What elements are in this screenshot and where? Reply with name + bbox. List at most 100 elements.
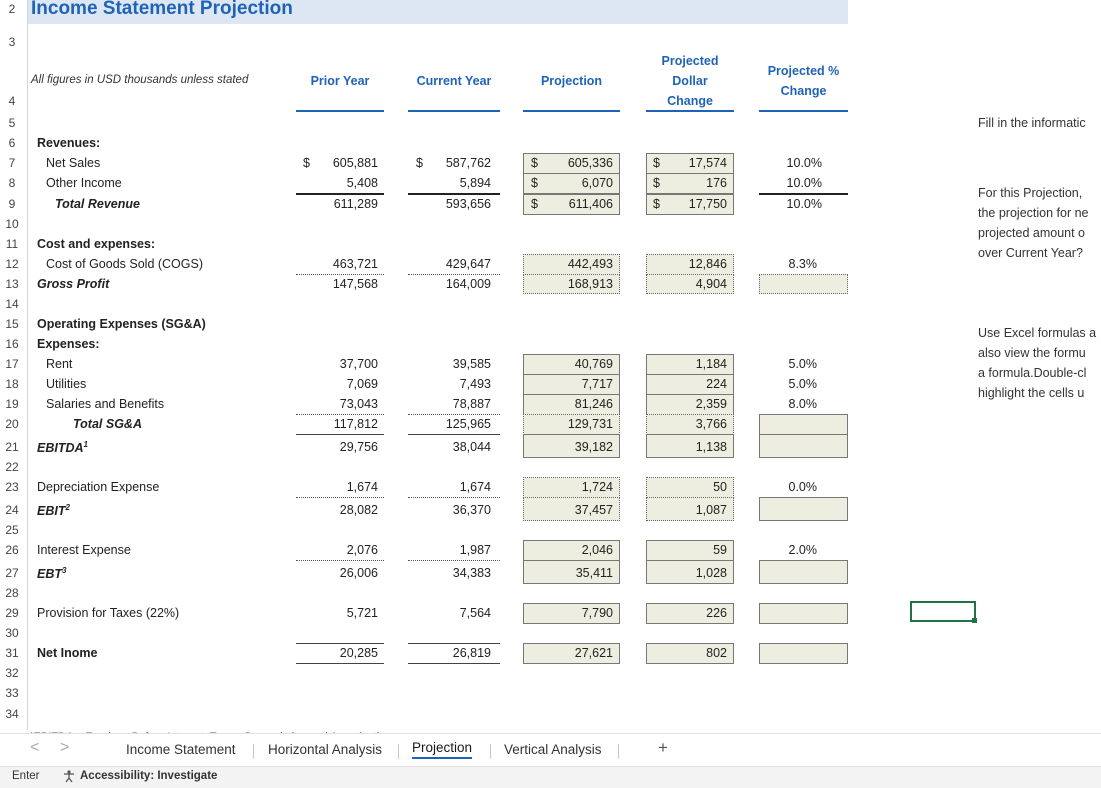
cell-value[interactable]: 226 [706,606,727,620]
cell-value[interactable]: 59 [713,543,727,557]
row-number[interactable]: 13 [5,277,19,291]
cell-value[interactable]: 164,009 [445,277,491,291]
cell-value[interactable]: 1,674 [346,480,378,494]
cell-value[interactable]: 5,894 [459,176,491,190]
cell-value[interactable]: 224 [706,377,727,391]
row-number[interactable]: 7 [8,156,16,170]
row-number[interactable]: 6 [8,136,16,150]
row-number[interactable]: 3 [8,35,16,49]
cell-value[interactable]: 40,769 [574,357,613,371]
cell-value[interactable]: 429,647 [445,257,491,271]
cell-value[interactable]: 29,756 [339,440,378,454]
header-current-year[interactable]: Current Year [416,74,492,88]
tab-projection[interactable]: Projection [412,740,473,759]
projection-cell[interactable] [523,603,620,624]
tab-horizontal-analysis[interactable]: Horizontal Analysis [268,742,383,757]
cell-value[interactable]: 5,408 [346,176,378,190]
cell-value[interactable]: 7,564 [459,606,491,620]
accessibility-icon[interactable] [62,769,76,786]
label-other-income[interactable]: Other Income [46,176,122,190]
cell-value[interactable]: 442,493 [567,257,613,271]
row-number[interactable]: 10 [5,217,19,231]
cell-value[interactable]: 26,006 [339,566,378,580]
cell-value[interactable]: 12,846 [688,257,727,271]
pct-change-cell[interactable] [759,274,848,294]
pct-change-cell[interactable] [759,643,848,664]
dollar-change-cell[interactable] [646,434,734,458]
cell-value[interactable]: 28,082 [339,503,378,517]
row-number[interactable]: 21 [5,440,19,454]
cell-value[interactable]: 10.0% [786,156,822,170]
cell-value[interactable]: 5,721 [346,606,378,620]
cell-value[interactable]: 587,762 [445,156,491,170]
active-cell-selection[interactable] [910,601,976,622]
cell-value[interactable]: 7,717 [581,377,613,391]
cell-value[interactable]: 39,585 [452,357,491,371]
cell-value[interactable]: 73,043 [339,397,378,411]
row-number[interactable]: 30 [5,626,19,640]
pct-change-cell[interactable] [759,434,848,458]
row-number[interactable]: 16 [5,337,19,351]
cell-value[interactable]: 1,028 [695,566,727,580]
cell-value[interactable]: 4,904 [695,277,727,291]
row-number[interactable]: 18 [5,377,19,391]
dollar-change-cell[interactable] [646,643,734,664]
label-total-revenue[interactable]: Total Revenue [55,197,140,211]
label-net-sales[interactable]: Net Sales [46,156,101,170]
cell-value[interactable]: 10.0% [786,176,822,190]
cell-value[interactable]: 35,411 [575,566,613,580]
row-number[interactable]: 25 [5,523,19,537]
cell-value[interactable]: 7,493 [459,377,491,391]
cell-value[interactable]: 593,656 [445,197,491,211]
row-number[interactable]: 12 [5,257,19,271]
cell-value[interactable]: 50 [713,480,727,494]
tab-vertical-analysis[interactable]: Vertical Analysis [504,742,602,757]
projection-cell[interactable] [523,643,620,664]
pct-change-cell[interactable] [759,497,848,521]
label-expenses[interactable]: Expenses: [37,337,100,351]
row-number[interactable]: 31 [5,646,19,660]
row-number[interactable]: 26 [5,543,19,557]
cell-value[interactable]: 38,044 [452,440,491,454]
row-number[interactable]: 24 [5,503,19,517]
label-ebitda[interactable]: EBITDA1 [37,440,88,455]
cell-value[interactable]: 129,731 [567,417,613,431]
header-dollar-change[interactable]: Projected Dollar Change [646,51,734,111]
cell-value[interactable]: 7,790 [581,606,613,620]
label-utilities[interactable]: Utilities [46,377,87,391]
cell-value[interactable]: 10.0% [786,197,822,211]
cell-value[interactable]: 78,887 [452,397,491,411]
units-note[interactable]: All figures in USD thousands unless stat… [31,74,249,86]
dollar-change-cell[interactable] [646,560,734,584]
label-gross-profit[interactable]: Gross Profit [37,277,110,291]
cell-value[interactable]: 1,674 [459,480,491,494]
row-number[interactable]: 8 [8,176,16,190]
tab-income-statement[interactable]: Income Statement [126,742,236,757]
cell-value[interactable]: 2,076 [346,543,378,557]
sheet-title[interactable]: Income Statement Projection [31,0,293,19]
fill-handle[interactable] [972,618,977,623]
label-ebit[interactable]: EBIT2 [37,503,70,518]
label-net-income[interactable]: Net Inome [37,646,98,660]
row-number[interactable]: 14 [5,297,19,311]
label-salaries[interactable]: Salaries and Benefits [46,397,165,411]
cell-value[interactable]: 117,812 [333,417,378,431]
dollar-change-cell[interactable] [646,194,734,215]
cell-value[interactable]: 34,383 [452,566,491,580]
dollar-change-cell[interactable] [646,497,734,521]
cell-value[interactable]: 6,070 [581,176,613,190]
prev-sheet-icon[interactable]: < [30,739,40,756]
cell-value[interactable]: 125,965 [445,417,491,431]
cell-value[interactable]: 26,819 [452,646,491,660]
row-number[interactable]: 4 [8,94,16,108]
cell-value[interactable]: 463,721 [332,257,378,271]
cell-value[interactable]: 27,621 [574,646,613,660]
cell-value[interactable]: 7,069 [346,377,378,391]
cell-value[interactable]: 802 [706,646,727,660]
dollar-change-cell[interactable] [646,274,734,294]
cell-value[interactable]: 1,184 [695,357,727,371]
row-number[interactable]: 22 [5,460,19,474]
row-number[interactable]: 34 [5,707,19,721]
label-ebt[interactable]: EBT3 [37,566,66,581]
cell-value[interactable]: 611,289 [333,197,378,211]
